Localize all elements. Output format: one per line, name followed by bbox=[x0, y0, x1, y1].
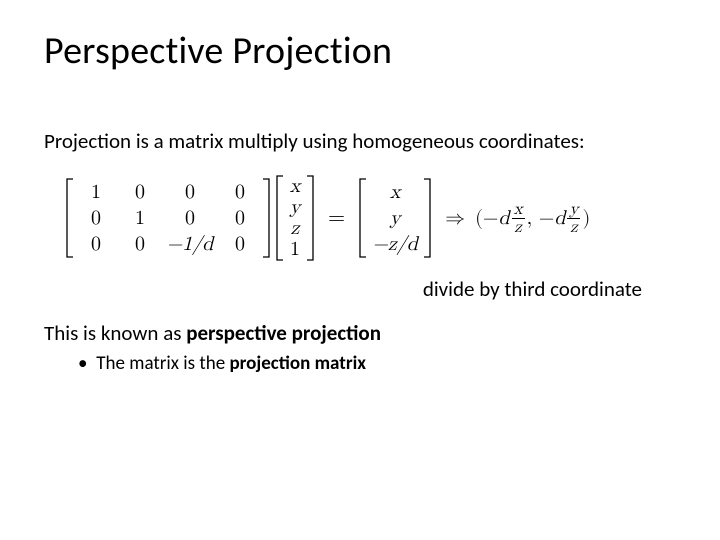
v-cell: y bbox=[284, 197, 306, 218]
right-bracket-icon bbox=[306, 175, 314, 261]
v-cell: x bbox=[284, 176, 306, 197]
tuple-text: (− bbox=[475, 206, 498, 230]
left-bracket-icon bbox=[276, 175, 284, 261]
implies-arrow-icon: ⇒ bbox=[431, 206, 475, 230]
intro-text: Projection is a matrix multiply using ho… bbox=[44, 128, 676, 154]
m-cell: 0 bbox=[74, 205, 118, 231]
m-cell: 0 bbox=[218, 205, 262, 231]
text-bold: perspective projection bbox=[186, 320, 381, 346]
text-run: This is known as bbox=[44, 320, 186, 346]
m-cell: 0 bbox=[118, 179, 162, 205]
equals-sign: = bbox=[314, 205, 359, 231]
m-cell: 0 bbox=[162, 205, 218, 231]
tuple-text: − bbox=[539, 206, 555, 230]
frac-den: z bbox=[568, 219, 580, 236]
vector-cells: x y −z/d bbox=[367, 178, 423, 258]
vector-cells: x y z 1 bbox=[284, 175, 306, 261]
m-cell: 1 bbox=[74, 179, 118, 205]
divide-note: divide by third coordinate bbox=[44, 276, 676, 302]
frac-den: z bbox=[512, 219, 524, 236]
v-cell: −z/d bbox=[367, 231, 423, 257]
m-cell: 0 bbox=[74, 231, 118, 257]
frac-num: y bbox=[567, 201, 580, 218]
tuple-text: ) bbox=[582, 206, 590, 230]
page-title: Perspective Projection bbox=[44, 28, 676, 74]
m-cell: 1 bbox=[118, 205, 162, 231]
slide: Perspective Projection Projection is a m… bbox=[0, 0, 720, 540]
m-cell: 0 bbox=[218, 231, 262, 257]
fraction: xz bbox=[512, 201, 525, 236]
left-bracket-icon bbox=[359, 178, 367, 258]
m-cell: 0 bbox=[118, 231, 162, 257]
v-cell: y bbox=[367, 205, 423, 231]
right-bracket-icon bbox=[262, 178, 270, 258]
known-as-line: This is known as perspective projection bbox=[44, 320, 676, 346]
output-vector: x y −z/d bbox=[359, 178, 431, 258]
fraction: yz bbox=[567, 201, 580, 236]
v-cell: 1 bbox=[284, 239, 306, 260]
v-cell: x bbox=[367, 179, 423, 205]
m-cell: −1/d bbox=[162, 231, 218, 257]
bullet-item: • The matrix is the projection matrix bbox=[44, 352, 676, 375]
frac-num: x bbox=[512, 201, 525, 218]
matrix-3x4: 1000 0100 00−1/d0 bbox=[66, 178, 270, 258]
tuple-text: d bbox=[554, 206, 565, 230]
text-run: The matrix is the bbox=[92, 352, 229, 375]
m-cell: 0 bbox=[162, 179, 218, 205]
text-bold: projection matrix bbox=[229, 352, 366, 375]
result-tuple: (−dxz, −dyz) bbox=[475, 201, 590, 236]
m-cell: 0 bbox=[218, 179, 262, 205]
v-cell: z bbox=[284, 218, 306, 239]
projection-formula: 1000 0100 00−1/d0 x y z 1 = x y bbox=[44, 170, 676, 266]
tuple-text: , bbox=[527, 206, 533, 230]
right-bracket-icon bbox=[423, 178, 431, 258]
tuple-text: d bbox=[498, 206, 509, 230]
bullet-dot-icon: • bbox=[78, 352, 92, 375]
matrix-cells: 1000 0100 00−1/d0 bbox=[74, 178, 262, 258]
left-bracket-icon bbox=[66, 178, 74, 258]
input-vector: x y z 1 bbox=[276, 175, 314, 261]
